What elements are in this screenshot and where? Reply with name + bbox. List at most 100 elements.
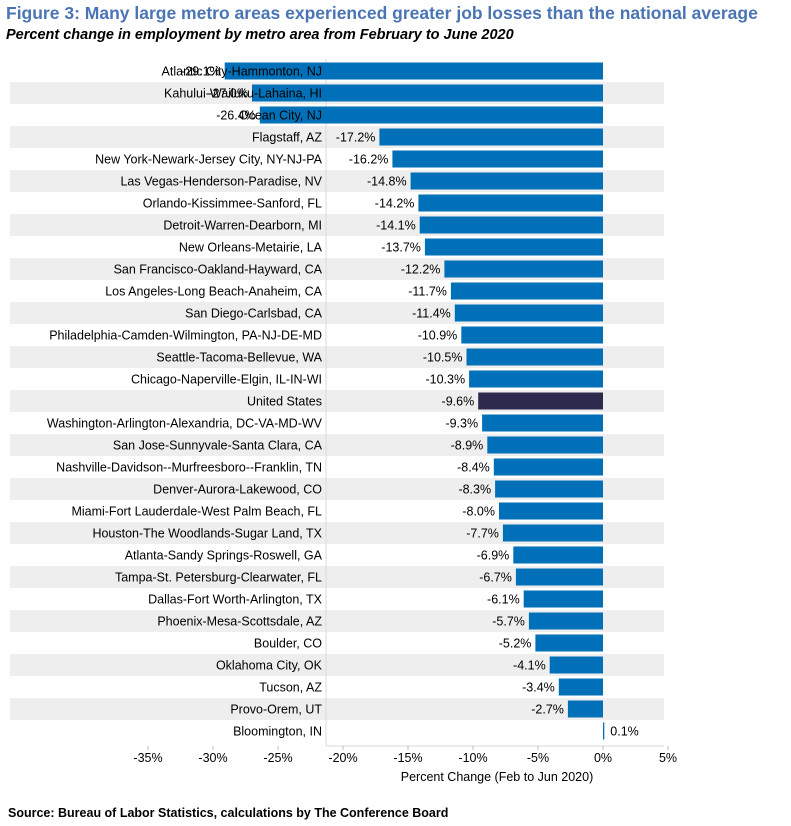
bar xyxy=(410,172,603,190)
x-tick-label: -20% xyxy=(328,751,357,765)
x-tick-label: -10% xyxy=(458,751,487,765)
value-label: -6.9% xyxy=(477,549,510,563)
bar-highlight xyxy=(478,392,603,410)
category-label: Atlantic City-Hammonton, NJ xyxy=(162,65,322,79)
bar xyxy=(252,84,603,102)
value-label: -10.5% xyxy=(423,351,463,365)
category-label: San Jose-Sunnyvale-Santa Clara, CA xyxy=(113,439,323,453)
category-label: Detroit-Warren-Dearborn, MI xyxy=(163,219,322,233)
category-label: Denver-Aurora-Lakewood, CO xyxy=(153,483,322,497)
value-label: -4.1% xyxy=(513,659,546,673)
category-label: Oklahoma City, OK xyxy=(216,659,323,673)
value-label: -10.3% xyxy=(425,373,465,387)
x-axis-ticks: -35% -30% -25% -20% -15% -10% -5% 0% 5% xyxy=(133,746,677,765)
x-tick-label: 5% xyxy=(659,751,677,765)
category-label: Miami-Fort Lauderdale-West Palm Beach, F… xyxy=(71,505,322,519)
category-label: New York-Newark-Jersey City, NY-NJ-PA xyxy=(95,153,323,167)
value-label: -16.2% xyxy=(349,153,389,167)
value-label: -14.1% xyxy=(376,219,416,233)
row-stripe xyxy=(10,654,664,676)
x-tick-label: -25% xyxy=(263,751,292,765)
value-label: -27.0% xyxy=(208,87,248,101)
bar xyxy=(515,568,603,586)
bar xyxy=(224,62,603,80)
value-label: 0.1% xyxy=(610,725,639,739)
bar xyxy=(450,282,603,300)
bar xyxy=(444,260,603,278)
value-label: -11.4% xyxy=(412,307,451,321)
bar xyxy=(528,612,603,630)
value-label: -14.2% xyxy=(375,197,415,211)
x-tick-label: -35% xyxy=(133,751,162,765)
row-stripe xyxy=(10,698,664,720)
value-label: -12.2% xyxy=(401,263,441,277)
category-labels: Atlantic City-Hammonton, NJ Kahului-Wailu… xyxy=(47,65,323,739)
category-label: Boulder, CO xyxy=(254,637,322,651)
bars xyxy=(224,62,605,740)
category-label: San Francisco-Oakland-Hayward, CA xyxy=(114,263,323,277)
category-label: Atlanta-Sandy Springs-Roswell, GA xyxy=(125,549,323,563)
bar xyxy=(379,128,603,146)
row-stripe xyxy=(10,566,664,588)
value-label: -17.2% xyxy=(336,131,376,145)
category-label: Flagstaff, AZ xyxy=(252,131,322,145)
category-label: New Orleans-Metairie, LA xyxy=(179,241,323,255)
category-label: Nashville-Davidson--Murfreesboro--Frankl… xyxy=(56,461,322,475)
value-labels: -29.1% -27.0% -26.4% -17.2% -16.2% -14.8% -14.… xyxy=(181,65,639,739)
value-label: -6.1% xyxy=(487,593,520,607)
bar xyxy=(558,678,603,696)
value-label: -8.3% xyxy=(458,483,491,497)
value-label: -5.2% xyxy=(499,637,532,651)
category-label: Seattle-Tacoma-Bellevue, WA xyxy=(156,351,322,365)
bar xyxy=(418,194,603,212)
source-note: Source: Bureau of Labor Statistics, calc… xyxy=(8,806,449,820)
category-label: Las Vegas-Henderson-Paradise, NV xyxy=(120,175,322,189)
category-label: Tucson, AZ xyxy=(259,681,322,695)
chart-title: Figure 3: Many large metro areas experie… xyxy=(6,3,758,23)
value-label: -14.8% xyxy=(367,175,407,189)
x-axis-label: Percent Change (Feb to Jun 2020) xyxy=(401,770,593,784)
bar xyxy=(567,700,603,718)
row-stripe xyxy=(10,610,664,632)
category-label: Phoenix-Mesa-Scottsdale, AZ xyxy=(157,615,322,629)
bar xyxy=(523,590,603,608)
value-label: -8.4% xyxy=(457,461,490,475)
category-label: Bloomington, IN xyxy=(233,725,322,739)
value-label: -9.3% xyxy=(445,417,478,431)
category-label: Tampa-St. Petersburg-Clearwater, FL xyxy=(115,571,322,585)
x-tick-label: -30% xyxy=(198,751,227,765)
category-label: Philadelphia-Camden-Wilmington, PA-NJ-DE… xyxy=(49,329,322,343)
bar xyxy=(487,436,603,454)
bar xyxy=(499,502,603,520)
bar xyxy=(502,524,603,542)
value-label: -6.7% xyxy=(479,571,512,585)
bar xyxy=(469,370,603,388)
value-label: -8.9% xyxy=(451,439,484,453)
value-label: -13.7% xyxy=(381,241,421,255)
x-tick-label: -15% xyxy=(393,751,422,765)
bar xyxy=(454,304,603,322)
category-label: Kahului-Wailuku-Lahaina, HI xyxy=(164,87,322,101)
bar xyxy=(461,326,603,344)
bar xyxy=(259,106,603,124)
bar xyxy=(535,634,603,652)
bar xyxy=(392,150,603,168)
category-label: San Diego-Carlsbad, CA xyxy=(185,307,323,321)
category-label: United States xyxy=(247,395,322,409)
value-label: -10.9% xyxy=(418,329,458,343)
category-label: Los Angeles-Long Beach-Anaheim, CA xyxy=(105,285,322,299)
value-label: -26.4% xyxy=(216,109,256,123)
category-label: Chicago-Naperville-Elgin, IL-IN-WI xyxy=(131,373,322,387)
x-tick-label: -5% xyxy=(527,751,549,765)
bar xyxy=(482,414,603,432)
value-label: -29.1% xyxy=(181,65,221,79)
bar xyxy=(549,656,603,674)
bar xyxy=(424,238,603,256)
category-label: Orlando-Kissimmee-Sanford, FL xyxy=(143,197,322,211)
bar xyxy=(419,216,603,234)
value-label: -7.7% xyxy=(466,527,499,541)
value-label: -8.0% xyxy=(462,505,495,519)
value-label: -2.7% xyxy=(531,703,564,717)
category-label: Ocean City, NJ xyxy=(239,109,322,123)
category-label: Houston-The Woodlands-Sugar Land, TX xyxy=(92,527,322,541)
